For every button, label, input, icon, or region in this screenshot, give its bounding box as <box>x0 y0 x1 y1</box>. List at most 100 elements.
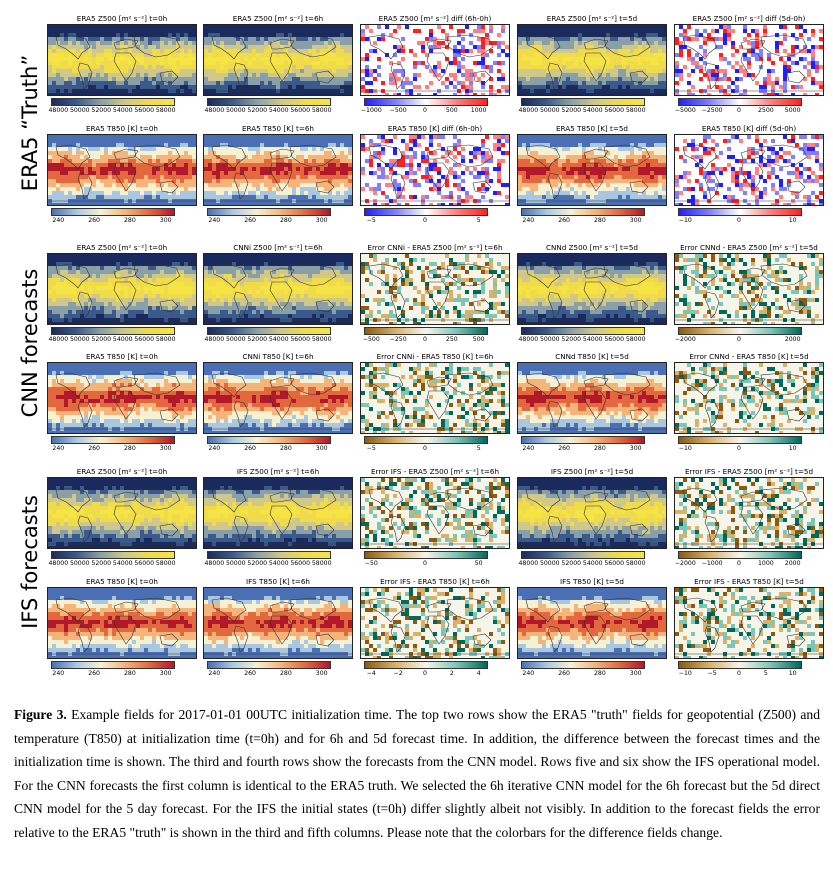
colorbar-tick-label: 0 <box>737 336 741 343</box>
map-field <box>361 588 509 658</box>
colorbar-tick-label: 54000 <box>113 107 133 114</box>
colorbar-tick-label: 50000 <box>226 560 246 567</box>
colorbar-tick-label: 300 <box>316 217 328 224</box>
panel-title: ERA5 T850 [K] t=0h <box>35 577 209 586</box>
colorbar <box>678 661 802 669</box>
colorbar-ticks: 48000 50000 52000 54000 56000 58000 <box>517 336 667 346</box>
colorbar-ticks: −500 −250 0 250 500 <box>360 336 510 346</box>
colorbar-tick-label: 54000 <box>269 560 289 567</box>
colorbar-tick-label: 50000 <box>70 560 90 567</box>
row-label-era5-truth: ERA5 “Truth” <box>18 55 42 191</box>
colorbar-ticks: 240 260 280 300 <box>47 217 197 227</box>
colorbar-tick-label: 52000 <box>561 560 581 567</box>
colorbar-tick-label: 54000 <box>583 107 603 114</box>
colorbar-tick-label: 2000 <box>785 336 801 343</box>
colorbar-tick-label: 5000 <box>785 107 801 114</box>
colorbar <box>364 208 488 216</box>
colorbar <box>364 661 488 669</box>
colorbar-tick-label: 10 <box>789 445 797 452</box>
panel-title: ERA5 Z500 [m² s⁻²] t=0h <box>35 243 209 252</box>
panel-title: Error CNNi - ERA5 Z500 [m² s⁻²] t=6h <box>348 243 522 252</box>
map-field <box>518 478 666 548</box>
panel-title: Error IFS - ERA5 T850 [K] t=6h <box>348 577 522 586</box>
caption-text: Example fields for 2017-01-01 00UTC init… <box>14 707 820 840</box>
world-map <box>517 24 667 96</box>
colorbar-ticks: −1000 −500 0 500 1000 <box>360 107 510 117</box>
colorbar-tick-label: 0 <box>737 217 741 224</box>
panel-title: Error IFS - ERA5 T850 [K] t=5d <box>662 577 833 586</box>
colorbar-tick-label: −1000 <box>361 107 382 114</box>
colorbar <box>678 327 802 335</box>
world-map <box>674 477 824 549</box>
world-map <box>360 24 510 96</box>
colorbar-tick-label: 54000 <box>583 560 603 567</box>
colorbar-tick-label: 0 <box>423 336 427 343</box>
panel-title: ERA5 T850 [K] t=0h <box>35 124 209 133</box>
colorbar-tick-label: 260 <box>558 445 570 452</box>
colorbar-tick-label: 240 <box>522 445 534 452</box>
colorbar-tick-label: 240 <box>52 445 64 452</box>
colorbar-tick-label: 58000 <box>156 560 176 567</box>
world-map <box>674 362 824 434</box>
map-field <box>675 254 823 324</box>
colorbar-ticks: 48000 50000 52000 54000 56000 58000 <box>517 560 667 570</box>
panel-title: ERA5 Z500 [m² s⁻²] t=0h <box>35 14 209 23</box>
map-field <box>675 135 823 205</box>
world-map <box>674 587 824 659</box>
colorbar-tick-label: 240 <box>52 670 64 677</box>
colorbar-tick-label: 52000 <box>561 107 581 114</box>
colorbar-ticks: −5 0 5 <box>360 217 510 227</box>
colorbar <box>207 551 331 559</box>
map-field <box>204 363 352 433</box>
colorbar <box>207 98 331 106</box>
panel-title: IFS T850 [K] t=6h <box>191 577 365 586</box>
colorbar-ticks: 240 260 280 300 <box>203 217 353 227</box>
colorbar-tick-label: 300 <box>630 445 642 452</box>
panel-title: CNNi Z500 [m² s⁻²] t=6h <box>191 243 365 252</box>
colorbar-tick-label: 300 <box>316 445 328 452</box>
map-field <box>48 478 196 548</box>
world-map <box>517 134 667 206</box>
colorbar-tick-label: 52000 <box>247 560 267 567</box>
colorbar-tick-label: 56000 <box>604 336 624 343</box>
colorbar-ticks: 240 260 280 300 <box>47 670 197 680</box>
colorbar-tick-label: 58000 <box>312 560 332 567</box>
colorbar-tick-label: 280 <box>124 445 136 452</box>
colorbar <box>521 436 645 444</box>
world-map <box>47 24 197 96</box>
colorbar-tick-label: 52000 <box>247 336 267 343</box>
colorbar <box>678 208 802 216</box>
figure-3: ERA5 “Truth” CNN forecasts IFS forecasts… <box>18 14 833 680</box>
colorbar-tick-label: 58000 <box>626 107 646 114</box>
colorbar <box>51 661 175 669</box>
colorbar-ticks: 48000 50000 52000 54000 56000 58000 <box>47 560 197 570</box>
colorbar-tick-label: 56000 <box>134 336 154 343</box>
colorbar <box>521 551 645 559</box>
world-map <box>203 253 353 325</box>
colorbar-tick-label: 240 <box>522 670 534 677</box>
colorbar-tick-label: 52000 <box>91 107 111 114</box>
panel-title: Error CNNi - ERA5 T850 [K] t=6h <box>348 352 522 361</box>
colorbar-ticks: −2000 −1000 0 1000 2000 <box>674 560 824 570</box>
colorbar-ticks: 48000 50000 52000 54000 56000 58000 <box>203 560 353 570</box>
colorbar-tick-label: 260 <box>244 217 256 224</box>
colorbar-tick-label: 5 <box>764 670 768 677</box>
colorbar <box>521 98 645 106</box>
colorbar-tick-label: −1000 <box>702 560 723 567</box>
colorbar <box>207 661 331 669</box>
panel-title: IFS Z500 [m² s⁻²] t=5d <box>505 467 679 476</box>
colorbar <box>207 327 331 335</box>
colorbar <box>51 436 175 444</box>
map-field <box>204 135 352 205</box>
panel-title: IFS T850 [K] t=5d <box>505 577 679 586</box>
panel-title: ERA5 Z500 [m² s⁻²] t=5d <box>505 14 679 23</box>
colorbar-tick-label: 240 <box>52 217 64 224</box>
colorbar-tick-label: 50000 <box>226 336 246 343</box>
colorbar-tick-label: −10 <box>679 217 692 224</box>
colorbar-tick-label: 300 <box>160 217 172 224</box>
colorbar-tick-label: −2000 <box>675 336 696 343</box>
colorbar-tick-label: 260 <box>558 217 570 224</box>
colorbar-ticks: 240 260 280 300 <box>203 670 353 680</box>
colorbar-tick-label: 50000 <box>540 336 560 343</box>
world-map <box>360 362 510 434</box>
